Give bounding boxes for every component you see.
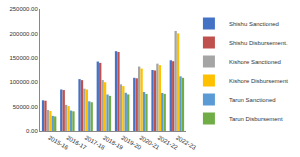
- svg-text:150000.00: 150000.00: [9, 55, 38, 61]
- svg-text:Shishu Sanctioned: Shishu Sanctioned: [229, 21, 279, 27]
- svg-text:Tarun Sanctioned: Tarun Sanctioned: [229, 97, 276, 103]
- svg-text:2015-16: 2015-16: [47, 134, 70, 151]
- svg-text:100000.00: 100000.00: [9, 79, 38, 85]
- svg-text:Kishore Sanctioned: Kishore Sanctioned: [229, 59, 281, 65]
- svg-text:2019-20: 2019-20: [120, 134, 143, 151]
- svg-text:2022-23: 2022-23: [175, 134, 198, 151]
- svg-text:200000.00: 200000.00: [9, 31, 38, 37]
- svg-text:0.00: 0.00: [26, 128, 38, 134]
- svg-text:2021-22: 2021-22: [157, 134, 180, 151]
- svg-text:Kishore Disbursement: Kishore Disbursement: [229, 78, 288, 84]
- svg-text:Tarun Disbursement: Tarun Disbursement: [229, 116, 283, 122]
- svg-text:2017-18: 2017-18: [84, 134, 107, 151]
- svg-text:250000.00: 250000.00: [9, 6, 38, 12]
- svg-text:2016-17: 2016-17: [65, 134, 88, 151]
- svg-text:2020-21: 2020-21: [138, 134, 161, 151]
- svg-text:2018-19: 2018-19: [102, 134, 125, 151]
- svg-text:Shishu Disbursement.: Shishu Disbursement.: [229, 40, 288, 46]
- svg-text:50000.00: 50000.00: [13, 104, 39, 110]
